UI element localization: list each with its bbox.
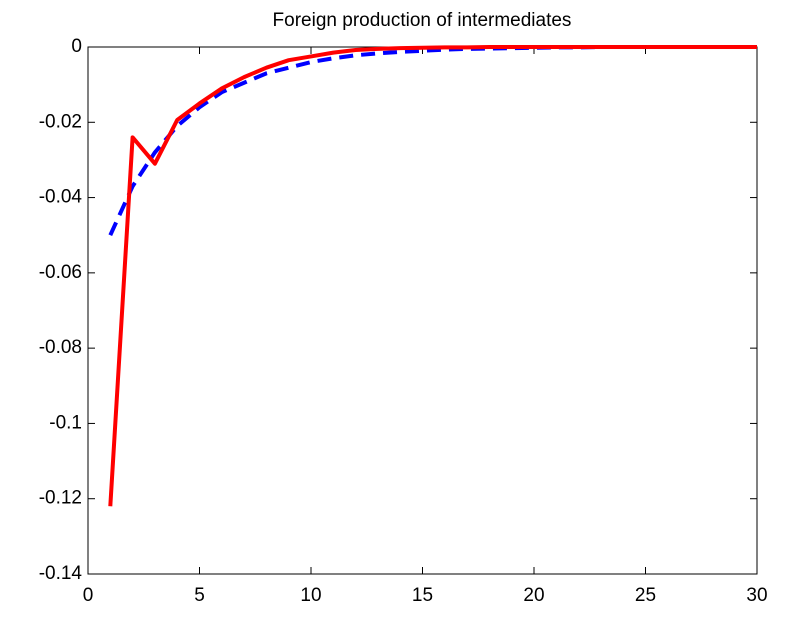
x-tick-label: 15 bbox=[412, 585, 433, 606]
y-tick-label: -0.02 bbox=[39, 111, 82, 132]
y-tick-label: -0.14 bbox=[39, 563, 83, 584]
x-tick-label: 20 bbox=[523, 585, 544, 606]
data-line bbox=[108, 45, 757, 507]
x-tick-label: 30 bbox=[746, 585, 767, 606]
x-tick-label: 25 bbox=[635, 585, 656, 606]
y-tick-label: -0.1 bbox=[49, 412, 82, 433]
chart-title: Foreign production of intermediates bbox=[273, 10, 572, 31]
y-tick-label: -0.12 bbox=[39, 488, 82, 509]
y-tick-label: -0.06 bbox=[39, 262, 82, 283]
y-tick-label: 0 bbox=[71, 36, 82, 57]
x-tick-label: 10 bbox=[300, 585, 321, 606]
y-tick-label: -0.04 bbox=[39, 187, 83, 208]
x-tick-label: 5 bbox=[194, 585, 205, 606]
x-tick-label: 0 bbox=[83, 585, 94, 606]
y-tick-label: -0.08 bbox=[39, 337, 82, 358]
plot-area bbox=[87, 46, 758, 575]
